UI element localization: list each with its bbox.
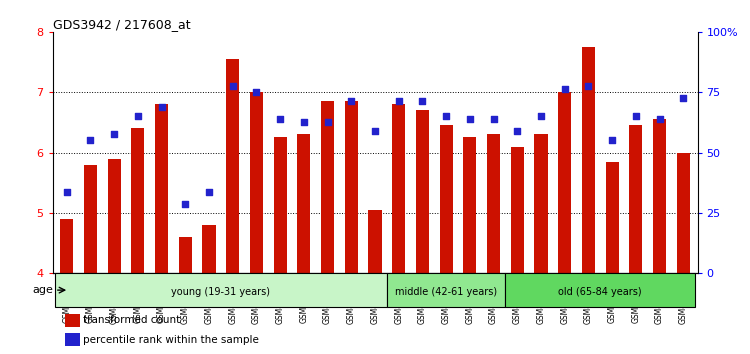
Point: [677, 95, 689, 101]
Bar: [387, 273, 506, 307]
Bar: [297, 135, 310, 273]
Text: middle (42-61 years): middle (42-61 years): [395, 287, 497, 297]
Point: [583, 83, 595, 89]
Bar: [108, 159, 121, 273]
Bar: [629, 125, 642, 273]
Bar: [155, 104, 168, 273]
Point: [108, 132, 120, 137]
Bar: [60, 219, 74, 273]
Point: [345, 98, 357, 104]
Text: age: age: [32, 285, 53, 295]
Bar: [178, 237, 192, 273]
Bar: [55, 273, 387, 307]
Bar: [605, 161, 619, 273]
Point: [416, 98, 428, 104]
Point: [132, 114, 144, 119]
Point: [369, 129, 381, 134]
Text: GDS3942 / 217608_at: GDS3942 / 217608_at: [53, 18, 190, 31]
Text: percentile rank within the sample: percentile rank within the sample: [83, 335, 260, 344]
Bar: [65, 333, 80, 346]
Bar: [226, 59, 239, 273]
Bar: [392, 104, 405, 273]
Point: [606, 138, 618, 143]
Point: [440, 114, 452, 119]
Bar: [464, 137, 476, 273]
Point: [179, 201, 191, 207]
Bar: [535, 135, 548, 273]
Point: [559, 86, 571, 92]
Point: [61, 189, 73, 195]
Point: [226, 83, 238, 89]
Point: [535, 114, 547, 119]
Point: [393, 98, 405, 104]
Bar: [653, 119, 666, 273]
Point: [274, 116, 286, 122]
Point: [203, 189, 215, 195]
Bar: [368, 210, 382, 273]
Bar: [84, 165, 97, 273]
Bar: [65, 314, 80, 326]
Point: [653, 116, 665, 122]
Point: [464, 116, 476, 122]
Point: [298, 120, 310, 125]
Point: [251, 89, 262, 95]
Point: [85, 138, 97, 143]
Point: [512, 129, 524, 134]
Bar: [506, 273, 695, 307]
Text: transformed count: transformed count: [83, 315, 181, 325]
Bar: [558, 92, 572, 273]
Bar: [345, 101, 358, 273]
Bar: [250, 92, 263, 273]
Bar: [676, 153, 690, 273]
Point: [630, 114, 642, 119]
Bar: [202, 225, 215, 273]
Bar: [321, 101, 334, 273]
Bar: [440, 125, 453, 273]
Text: old (65-84 years): old (65-84 years): [559, 287, 642, 297]
Bar: [582, 47, 595, 273]
Bar: [274, 137, 286, 273]
Point: [322, 120, 334, 125]
Point: [488, 116, 500, 122]
Bar: [511, 147, 524, 273]
Bar: [131, 129, 145, 273]
Bar: [487, 135, 500, 273]
Bar: [416, 110, 429, 273]
Point: [155, 104, 167, 110]
Text: young (19-31 years): young (19-31 years): [171, 287, 270, 297]
